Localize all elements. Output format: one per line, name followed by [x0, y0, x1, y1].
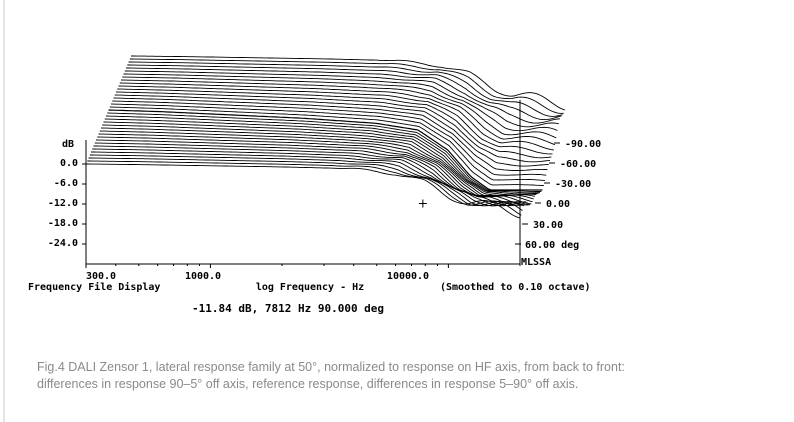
response-trace: [118, 85, 553, 155]
response-trace: [123, 73, 558, 132]
response-trace: [97, 136, 532, 205]
response-trace: [109, 106, 544, 186]
left-border: [3, 0, 5, 422]
response-trace: [126, 67, 561, 124]
response-trace: [115, 91, 551, 163]
response-trace: [120, 79, 556, 146]
response-trace: [87, 160, 522, 216]
y-tick-label: 0.0: [60, 158, 78, 169]
response-trace: [88, 157, 523, 211]
response-trace: [89, 154, 525, 207]
response-trace: [113, 97, 548, 171]
y-tick-label: -6.0: [54, 178, 78, 189]
angle-label: 60.00 deg: [525, 240, 579, 251]
response-trace: [105, 115, 541, 194]
response-trace: [108, 109, 543, 191]
response-trace: [129, 58, 564, 114]
angle-label: -30.00: [555, 179, 591, 190]
response-trace: [124, 70, 559, 128]
cursor-marker: [418, 199, 427, 208]
response-trace: [86, 163, 521, 219]
response-trace: [102, 124, 537, 197]
footer-right-label: (Smoothed to 0.10 octave): [440, 282, 591, 293]
response-trace: [127, 64, 562, 121]
response-trace: [99, 130, 534, 200]
response-trace: [122, 76, 557, 139]
response-traces: [86, 55, 566, 219]
x-tick-label: 1000.0: [185, 271, 221, 282]
y-tick-label: -12.0: [48, 198, 78, 209]
axes: [85, 100, 521, 265]
x-tick-label: 10000.0: [387, 271, 429, 282]
response-trace: [95, 139, 531, 206]
response-trace: [128, 61, 563, 117]
response-trace: [98, 133, 533, 203]
response-trace: [91, 151, 526, 207]
y-axis-label: dB: [62, 139, 74, 150]
response-trace: [100, 127, 536, 197]
brand-label: MLSSA: [521, 257, 551, 268]
angle-ticks: [515, 142, 560, 245]
response-trace: [103, 121, 538, 196]
response-trace: [117, 88, 552, 159]
figure-caption: Fig.4 DALI Zensor 1, lateral response fa…: [37, 360, 625, 391]
response-trace: [112, 100, 547, 176]
x-ticks: [85, 264, 521, 268]
response-trace: [107, 112, 542, 192]
angle-label: 0.00: [546, 199, 570, 210]
cursor-readout: -11.84 dB, 7812 Hz 90.000 deg: [192, 302, 384, 315]
x-axis-label: log Frequency - Hz: [256, 282, 364, 293]
y-tick-label: -24.0: [48, 238, 78, 249]
response-trace: [104, 118, 539, 195]
angle-label: -60.00: [560, 159, 596, 170]
response-trace: [119, 82, 554, 151]
response-trace: [131, 55, 566, 111]
waterfall-chart: dB 0.0 -6.0 -12.0 -18.0 -24.0 300.0 1000…: [28, 55, 601, 315]
footer-left-label: Frequency File Display: [28, 281, 160, 293]
angle-label: -90.00: [565, 139, 601, 150]
response-trace: [110, 103, 546, 182]
y-tick-label: -18.0: [48, 218, 78, 229]
y-ticks: [82, 163, 86, 245]
angle-label: 30.00: [533, 220, 563, 231]
response-trace: [114, 94, 549, 167]
x-tick-label: 300.0: [86, 271, 116, 282]
